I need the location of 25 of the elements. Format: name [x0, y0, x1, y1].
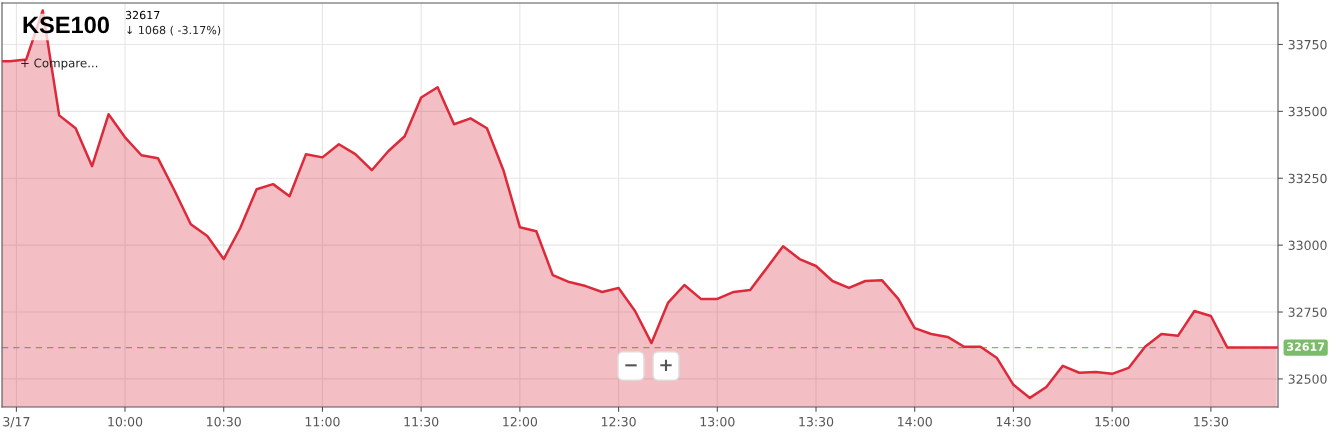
y-tick-label: 33000: [1288, 240, 1327, 251]
x-tick-label: 12:00: [503, 416, 538, 427]
annotation: ↓ 1068 ( -3.17%): [127, 25, 221, 36]
x-tick-label: 12:30: [601, 416, 636, 427]
x-tick-label: 15:30: [1194, 416, 1229, 427]
y-tick-label: 33750: [1288, 39, 1327, 50]
annotation: +: [660, 359, 672, 371]
x-tick-label: 11:30: [404, 416, 439, 427]
chart-title: KSE100: [23, 16, 109, 34]
x-tick-label: 3/17: [3, 416, 30, 428]
y-tick-label: 32750: [1288, 307, 1327, 317]
x-tick-label: 13:30: [799, 416, 834, 427]
x-tick-label: 14:00: [898, 416, 932, 427]
x-tick-label: 15:00: [1095, 416, 1130, 427]
x-tick-label: 10:00: [108, 416, 143, 427]
annotation: −: [625, 364, 637, 367]
text: 32617: [125, 10, 160, 20]
x-tick-label: 13:00: [700, 416, 735, 427]
x-tick-label: 14:30: [996, 416, 1031, 427]
y-tick-label: 33250: [1288, 173, 1327, 184]
x-tick-label: 10:30: [207, 416, 241, 427]
y-tick-label: 32500: [1288, 374, 1327, 384]
y-tick-label: 33500: [1288, 106, 1327, 117]
x-tick-label: 11:00: [305, 416, 340, 427]
ref-line-label: 32617: [1287, 342, 1325, 351]
